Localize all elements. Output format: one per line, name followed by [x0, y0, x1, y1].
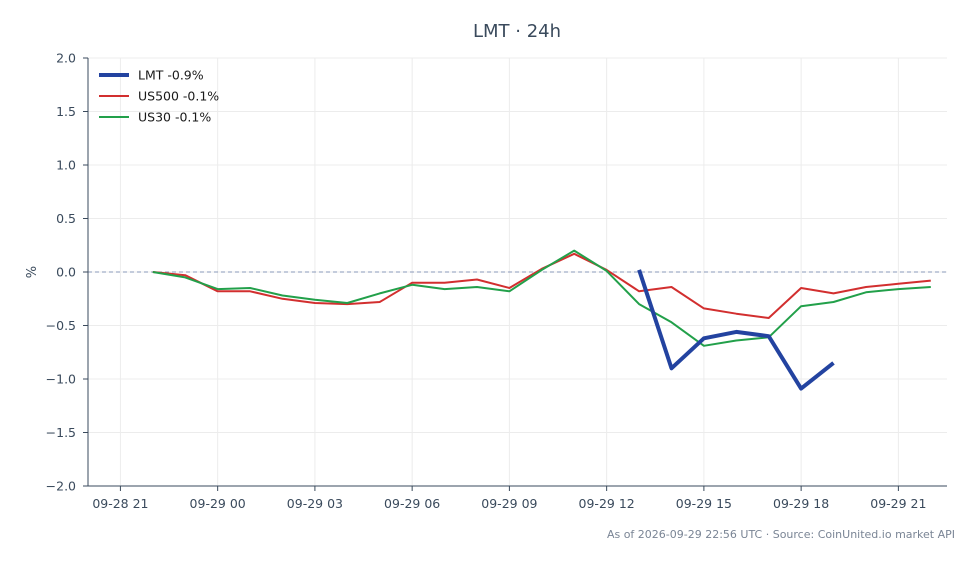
series-line-1: [152, 252, 931, 319]
legend-label-0: LMT -0.9%: [138, 68, 204, 83]
x-tick-label: 09-29 15: [676, 496, 732, 511]
x-tick-label: 09-29 00: [190, 496, 246, 511]
legend: LMT -0.9% US500 -0.1% US30 -0.1%: [99, 68, 219, 125]
x-tick-labels: 09-28 21 09-29 00 09-29 03 09-29 06 09-29 09…: [92, 486, 926, 511]
y-tick-label: 1.0: [56, 158, 76, 173]
y-tick-label: 0.0: [56, 265, 76, 280]
legend-label-2: US30 -0.1%: [138, 110, 211, 125]
series-line-0: [637, 269, 835, 391]
y-tick-label: 2.0: [56, 51, 76, 66]
footer-note: As of 2026-09-29 22:56 UTC · Source: Coi…: [607, 528, 955, 541]
series-layer: [152, 249, 931, 391]
series-line-2: [152, 249, 931, 347]
x-tick-label: 09-29 18: [773, 496, 829, 511]
legend-label-1: US500 -0.1%: [138, 89, 219, 104]
chart-title: LMT · 24h: [473, 21, 561, 42]
y-tick-label: −0.5: [46, 318, 76, 333]
y-tick-label: 1.5: [56, 104, 76, 119]
y-tick-label: −1.0: [46, 372, 76, 387]
y-tick-label: −1.5: [46, 425, 76, 440]
y-tick-label: 0.5: [56, 211, 76, 226]
x-tick-label: 09-29 12: [579, 496, 635, 511]
y-axis-label: %: [25, 266, 40, 278]
x-tick-label: 09-28 21: [92, 496, 148, 511]
x-tick-label: 09-29 03: [287, 496, 343, 511]
x-tick-label: 09-29 21: [870, 496, 926, 511]
x-tick-label: 09-29 06: [384, 496, 440, 511]
y-tick-labels: 2.0 1.5 1.0 0.5 0.0 −0.5 −1.0 −1.5 −2.0: [46, 51, 88, 494]
y-tick-label: −2.0: [46, 479, 76, 494]
x-tick-label: 09-29 09: [481, 496, 537, 511]
